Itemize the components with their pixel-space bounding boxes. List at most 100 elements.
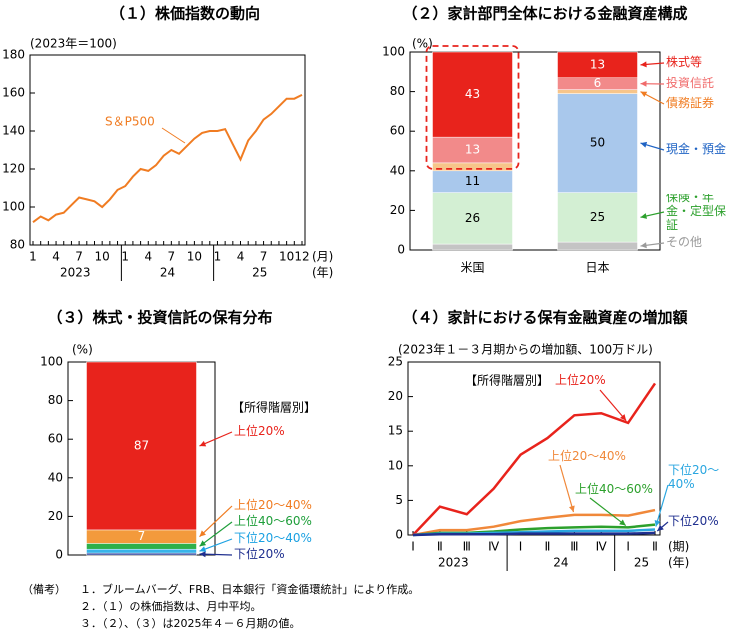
arrow-line bbox=[655, 484, 669, 527]
x-tick-label: 1 bbox=[214, 250, 222, 264]
x-group-label: 24 bbox=[160, 266, 175, 280]
x-tick-label: 米国 bbox=[460, 261, 484, 275]
y-tick-label: 140 bbox=[2, 124, 25, 138]
legend-label: 下位20% bbox=[234, 547, 285, 562]
bar-segment bbox=[86, 361, 197, 531]
series-label-box: 下位20～40% bbox=[668, 463, 720, 491]
arrow-head bbox=[640, 213, 648, 219]
x-group-label: 25 bbox=[252, 266, 267, 280]
legend-label-box: 上位20～40% bbox=[234, 498, 312, 512]
y-tick-label: 0 bbox=[397, 243, 405, 257]
x-tick-label: 12 bbox=[294, 250, 309, 264]
arrow-head bbox=[199, 551, 206, 558]
series-label: 下位20～40% bbox=[668, 463, 720, 491]
y-tick-label: 40 bbox=[48, 470, 63, 484]
value-label: 13 bbox=[465, 143, 480, 157]
x-tick-label: 10 bbox=[279, 250, 294, 264]
value-label: 87 bbox=[134, 438, 149, 452]
arrow-head bbox=[199, 546, 207, 552]
x-group-label: 25 bbox=[634, 556, 649, 570]
series-label: 上位20～40% bbox=[548, 449, 626, 464]
series-label-box: 上位20～40% bbox=[548, 449, 626, 464]
x-group-label: 24 bbox=[553, 556, 568, 570]
series-label: 上位40～60% bbox=[575, 482, 653, 497]
arrow-head bbox=[640, 61, 647, 68]
bar-segment bbox=[557, 93, 638, 193]
arrow-head bbox=[199, 530, 206, 537]
legend-label-box: 上位20% bbox=[234, 424, 285, 439]
x-group-unit: (年) bbox=[668, 556, 689, 570]
highlight-box bbox=[425, 45, 520, 170]
series-label-box: 下位20% bbox=[668, 514, 719, 529]
y-tick-label: 10 bbox=[388, 458, 403, 472]
bar-segment bbox=[86, 543, 197, 550]
series-label: 下位20% bbox=[668, 514, 719, 529]
legend-label: 投資信託 bbox=[666, 76, 715, 91]
legend-label: 上位20% bbox=[234, 424, 285, 439]
x-tick-label: 日本 bbox=[585, 261, 609, 275]
x-tick-label: Ⅰ bbox=[519, 540, 523, 554]
series-label: 上位20% bbox=[555, 373, 606, 388]
arrow-head bbox=[619, 519, 626, 526]
legend-label: 上位40～60% bbox=[234, 514, 312, 529]
y-tick-label: 100 bbox=[382, 45, 405, 59]
y-tick-label: 25 bbox=[388, 355, 403, 369]
x-group-label: 2023 bbox=[438, 556, 469, 570]
legend-label: その他 bbox=[666, 235, 703, 250]
chart-title: （１）株価指数の動向 bbox=[110, 5, 260, 23]
value-label: 7 bbox=[138, 529, 146, 543]
arrow-line bbox=[199, 505, 233, 538]
x-tick-label: Ⅱ bbox=[544, 540, 550, 554]
bar-segment bbox=[86, 552, 197, 556]
legend-label-box: 現金・預金 bbox=[666, 142, 726, 156]
bar-segment bbox=[432, 51, 513, 138]
y-tick-label: 5 bbox=[395, 493, 403, 507]
x-tick-label: Ⅲ bbox=[463, 540, 471, 554]
bar-segment bbox=[557, 192, 638, 243]
y-axis-label: (2023年１－３月期からの増加額、100万ドル) bbox=[398, 343, 653, 357]
arrow-line bbox=[559, 464, 575, 513]
arrow-head bbox=[640, 80, 647, 87]
y-tick-label: 80 bbox=[10, 238, 25, 252]
value-label: 6 bbox=[594, 76, 602, 90]
annotation: 【所得階層別】 bbox=[465, 373, 549, 388]
value-label: 26 bbox=[465, 211, 480, 225]
x-unit: (期) bbox=[668, 540, 689, 554]
arrow-head bbox=[654, 519, 661, 527]
legend-label: 株式等 bbox=[666, 55, 703, 70]
legend-label: 下位20～40% bbox=[234, 531, 312, 546]
y-axis-label: (%) bbox=[72, 343, 93, 357]
series-line bbox=[412, 531, 656, 537]
x-tick-label: Ⅳ bbox=[488, 540, 499, 554]
y-tick-label: 0 bbox=[395, 528, 403, 542]
y-tick-label: 60 bbox=[390, 124, 405, 138]
legend-label-box: 投資信託 bbox=[666, 76, 715, 91]
series-line bbox=[412, 382, 657, 536]
bar-segment bbox=[432, 136, 513, 164]
x-tick-label: Ⅰ bbox=[411, 540, 415, 554]
arrow-head bbox=[619, 414, 627, 421]
x-tick-label: 10 bbox=[187, 250, 202, 264]
note: ３．（２）、（３）は2025年４－６月期の値。 bbox=[80, 616, 301, 630]
series-label: S＆P500 bbox=[105, 115, 155, 129]
plot-frame bbox=[407, 361, 661, 536]
chart-title: （４）家計における保有金融資産の増加額 bbox=[402, 309, 687, 327]
x-tick-label: Ⅱ bbox=[652, 540, 658, 554]
arrow-head bbox=[657, 524, 664, 531]
y-tick-label: 40 bbox=[390, 163, 405, 177]
series-line bbox=[412, 508, 656, 537]
notes-label: （備考） bbox=[22, 583, 66, 596]
value-label: 25 bbox=[590, 210, 605, 224]
plot-frame bbox=[29, 54, 306, 246]
legend-label: 保険・年金・定型保証 bbox=[666, 194, 727, 230]
x-tick-label: Ⅲ bbox=[570, 540, 578, 554]
note: ２．（１）の株価指数は、月中平均。 bbox=[80, 599, 262, 613]
arrow-head bbox=[568, 505, 575, 513]
x-tick-label: Ⅰ bbox=[626, 540, 630, 554]
arrow-head bbox=[199, 540, 207, 547]
y-tick-label: 100 bbox=[2, 200, 25, 214]
leader-line bbox=[161, 127, 186, 144]
x-tick-label: 10 bbox=[95, 250, 110, 264]
legend-label-box: 下位20% bbox=[234, 547, 285, 562]
x-tick-label: Ⅱ bbox=[437, 540, 443, 554]
